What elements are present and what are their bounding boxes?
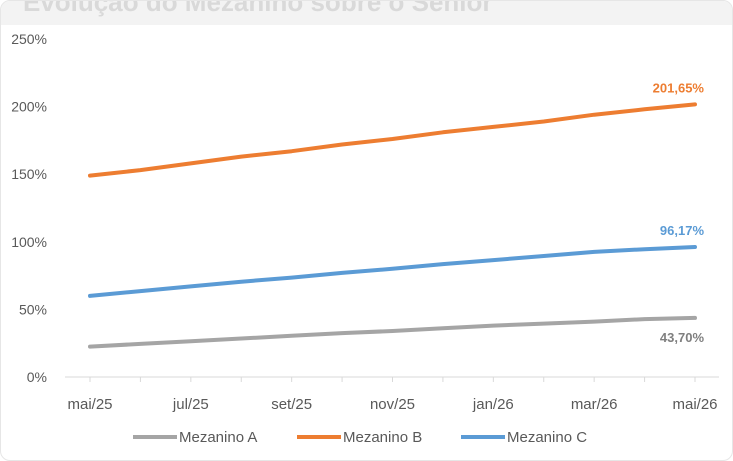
y-axis: 0% 50% 100% 150% 200% 250% [11,31,47,385]
legend-label-mezanino-c: Mezanino C [507,429,587,446]
series-layer [88,102,697,349]
y-tick-label: 250% [11,31,47,47]
x-tick-label: mar/26 [571,396,618,413]
chart-title: Evolução do Mezanino sobre o Senior [23,0,493,17]
series-line-mezanino-a [88,315,697,349]
y-tick-label: 0% [27,369,47,385]
legend-label-mezanino-a: Mezanino A [179,429,257,446]
x-tick-label: jan/26 [472,396,514,413]
x-axis: mai/25 jul/25 set/25 nov/25 jan/26 mar/26 mai/… [65,376,719,413]
title-strip: Evolução do Mezanino sobre o Senior [1,0,732,25]
data-labels: 43,70% 201,65% 96,17% [653,80,705,345]
x-tick-label: set/25 [271,396,312,413]
series-line-mezanino-c [88,245,697,298]
x-tick-label: mai/26 [672,396,717,413]
y-tick-label: 100% [11,234,47,250]
x-tick-label: mai/25 [67,396,112,413]
y-tick-label: 150% [11,166,47,182]
data-label-mezanino-a: 43,70% [660,330,705,345]
series-line-mezanino-b [88,102,697,178]
x-tick-label: jul/25 [172,396,209,413]
data-label-mezanino-b: 201,65% [653,80,705,95]
legend-label-mezanino-b: Mezanino B [343,429,422,446]
data-label-mezanino-c: 96,17% [660,223,705,238]
y-tick-label: 50% [19,301,47,317]
legend: Mezanino A Mezanino B Mezanino C [133,429,587,446]
x-tick-label: nov/25 [370,396,415,413]
y-tick-label: 200% [11,99,47,115]
